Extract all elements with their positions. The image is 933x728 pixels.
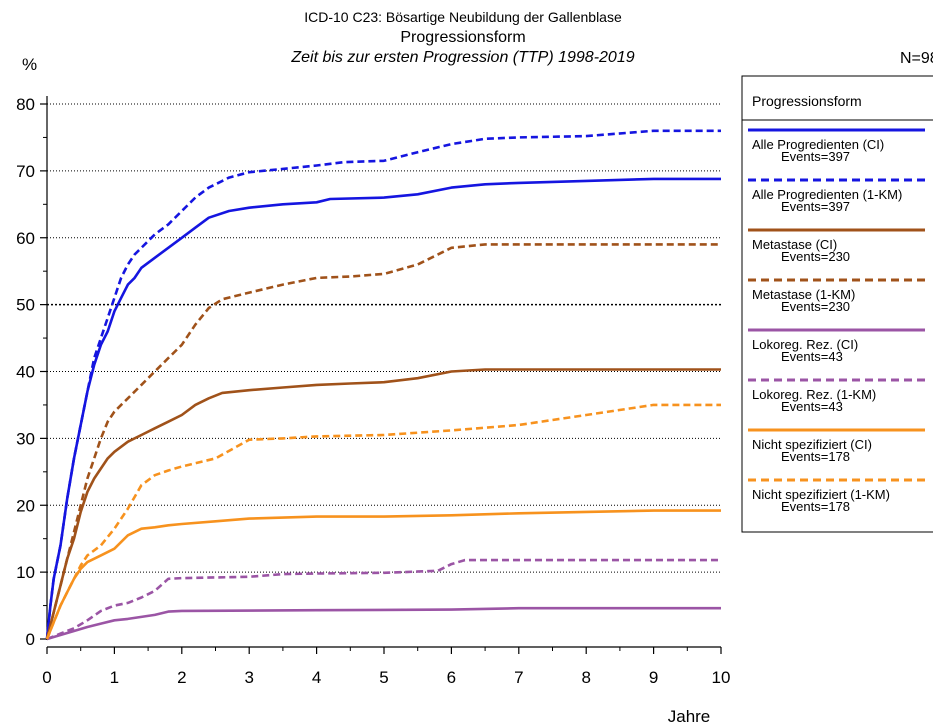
legend-title: Progressionsform bbox=[752, 93, 862, 109]
gridlines bbox=[47, 103, 721, 573]
x-tick-label-0: 0 bbox=[42, 668, 51, 687]
x-tick-label-7: 7 bbox=[514, 668, 523, 687]
series-line-7 bbox=[45, 403, 721, 640]
legend-events-7: Events=178 bbox=[781, 499, 850, 514]
x-tick-label-3: 3 bbox=[244, 668, 253, 687]
chart-subtitle: Progressionsform bbox=[400, 29, 525, 46]
legend-label-7: Nicht spezifiziert (1-KM) bbox=[752, 487, 890, 502]
x-tick-label-2: 2 bbox=[177, 668, 186, 687]
series-line-5 bbox=[46, 558, 721, 641]
legend-events-4: Events=43 bbox=[781, 349, 843, 364]
x-tick-label-5: 5 bbox=[379, 668, 388, 687]
x-tick-label-9: 9 bbox=[649, 668, 658, 687]
y-tick-label-70: 70 bbox=[16, 162, 35, 181]
x-tick-label-6: 6 bbox=[447, 668, 456, 687]
legend-label-3: Metastase (1-KM) bbox=[752, 287, 855, 302]
legend-label-6: Nicht spezifiziert (CI) bbox=[752, 437, 872, 452]
x-tick-label-10: 10 bbox=[712, 668, 731, 687]
y-tick-label-10: 10 bbox=[16, 563, 35, 582]
chart-subtitle-italic: Zeit bis zur ersten Progression (TTP) 19… bbox=[290, 49, 634, 66]
x-axis: 0 1 2 3 4 5 6 7 8 9 10 bbox=[42, 646, 731, 687]
legend-events-1: Events=397 bbox=[781, 199, 850, 214]
y-tick-label-40: 40 bbox=[16, 363, 35, 382]
x-tick-label-8: 8 bbox=[581, 668, 590, 687]
legend-events-5: Events=43 bbox=[781, 399, 843, 414]
y-tick-label-60: 60 bbox=[16, 229, 35, 248]
legend-events-3: Events=230 bbox=[781, 299, 850, 314]
series-line-1 bbox=[45, 129, 721, 640]
legend-events-6: Events=178 bbox=[781, 449, 850, 464]
x-axis-label: Jahre bbox=[668, 707, 711, 726]
y-tick-label-80: 80 bbox=[16, 95, 35, 114]
legend-events-0: Events=397 bbox=[781, 149, 850, 164]
y-tick-label-0: 0 bbox=[26, 630, 35, 649]
legend-events-2: Events=230 bbox=[781, 249, 850, 264]
chart-title: ICD-10 C23: Bösartige Neubildung der Gal… bbox=[304, 9, 622, 25]
y-tick-label-20: 20 bbox=[16, 496, 35, 515]
y-tick-label-30: 30 bbox=[16, 429, 35, 448]
x-tick-label-1: 1 bbox=[110, 668, 119, 687]
legend-label-1: Alle Progredienten (1-KM) bbox=[752, 187, 902, 202]
series-line-6 bbox=[45, 509, 721, 640]
legend-label-2: Metastase (CI) bbox=[752, 237, 837, 252]
y-axis: 0 10 20 30 40 50 60 70 80 bbox=[16, 95, 48, 649]
series-line-4 bbox=[46, 606, 721, 641]
y-tick-label-50: 50 bbox=[16, 296, 35, 315]
legend-box bbox=[741, 75, 933, 533]
legend-label-4: Lokoreg. Rez. (CI) bbox=[752, 337, 858, 352]
legend: Progressionsform Alle Progredienten (CI)… bbox=[741, 75, 933, 533]
series-lines bbox=[45, 129, 721, 641]
legend-label-5: Lokoreg. Rez. (1-KM) bbox=[752, 387, 876, 402]
x-tick-label-4: 4 bbox=[312, 668, 321, 687]
legend-label-0: Alle Progredienten (CI) bbox=[752, 137, 884, 152]
y-axis-label: % bbox=[22, 55, 37, 74]
series-line-2 bbox=[45, 368, 721, 640]
series-line-3 bbox=[45, 243, 721, 640]
n-label: N=987 bbox=[900, 50, 933, 67]
